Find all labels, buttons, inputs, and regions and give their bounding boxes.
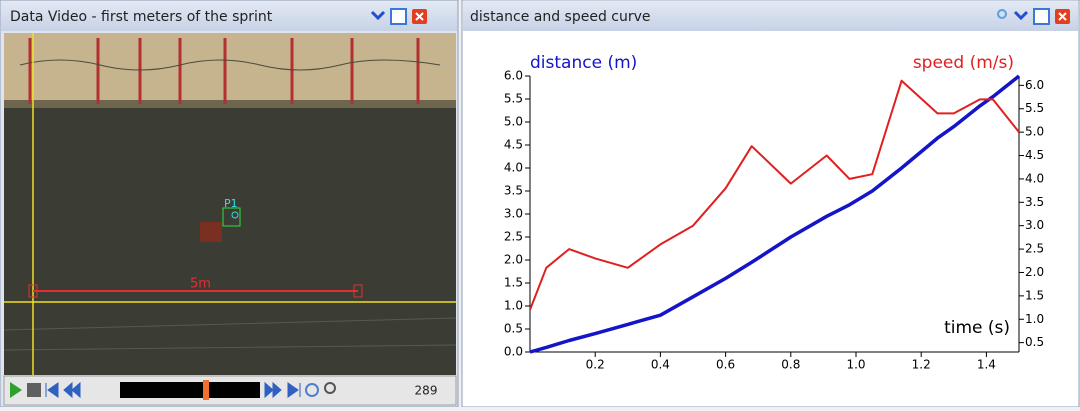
y-tick-label: 2.0	[504, 253, 523, 267]
y2-tick-label: 1.0	[1025, 312, 1044, 326]
x-tick-label: 0.4	[651, 358, 670, 372]
y-tick-label: 0.5	[504, 322, 523, 336]
floor-lines	[3, 317, 457, 351]
wall-edge	[4, 100, 456, 108]
y2-tick-label: 1.5	[1025, 288, 1044, 302]
x-tick-label: 0.2	[586, 358, 605, 372]
search-button[interactable]	[997, 9, 1007, 19]
maximize-button[interactable]	[1033, 8, 1050, 25]
forward-buttons[interactable]	[264, 381, 301, 399]
marker-point	[231, 211, 239, 219]
y-tick-label: 5.0	[504, 115, 523, 129]
y2-tick-label: 3.0	[1025, 218, 1044, 232]
y2-tick-label: 0.5	[1025, 335, 1044, 349]
y2-tick-label: 4.0	[1025, 171, 1044, 185]
y-tick-label: 4.0	[504, 161, 523, 175]
y2-tick-label: 5.0	[1025, 125, 1044, 139]
panel-title: distance and speed curve	[470, 9, 651, 25]
x-tick-label: 1.0	[846, 358, 865, 372]
y-tick-label: 6.0	[504, 69, 523, 83]
stop-button[interactable]	[27, 383, 41, 397]
y2-tick-label: 6.0	[1025, 78, 1044, 92]
x-tick-label: 1.2	[912, 358, 931, 372]
collapse-button[interactable]	[1013, 10, 1029, 21]
tracking-box	[222, 207, 241, 227]
loop-button[interactable]	[305, 383, 319, 397]
y-tick-label: 2.5	[504, 230, 523, 244]
seek-handle[interactable]	[203, 380, 209, 400]
close-icon	[1058, 12, 1067, 21]
rewind-buttons[interactable]	[45, 381, 81, 399]
runner	[200, 222, 222, 242]
y-tick-label: 1.0	[504, 299, 523, 313]
y-axis-label: distance (m)	[530, 53, 637, 73]
y-tick-label: 5.5	[504, 92, 523, 106]
x-tick-label: 1.4	[977, 358, 996, 372]
posts	[28, 38, 420, 104]
marker-label: P1	[224, 197, 238, 210]
end-marker	[28, 284, 38, 298]
y2-tick-label: 4.5	[1025, 148, 1044, 162]
panel-title: Data Video - first meters of the sprint	[10, 9, 273, 25]
y-tick-label: 0.0	[504, 345, 523, 359]
y-tick-label: 3.5	[504, 184, 523, 198]
distance-label: 5m	[190, 277, 211, 292]
y2-tick-label: 2.0	[1025, 265, 1044, 279]
y-tick-label: 3.0	[504, 207, 523, 221]
play-button[interactable]	[10, 382, 22, 398]
frame-counter: 289	[415, 384, 438, 398]
title-bar	[463, 1, 1078, 31]
y-tick-label: 4.5	[504, 138, 523, 152]
series-line	[529, 79, 1020, 311]
collapse-button[interactable]	[370, 10, 386, 21]
series-line	[529, 74, 1021, 354]
wall	[4, 33, 456, 105]
y-tick-label: 1.5	[504, 276, 523, 290]
y2-tick-label: 5.5	[1025, 101, 1044, 115]
chart-panel	[461, 0, 1080, 408]
x-tick-label: 0.8	[781, 358, 800, 372]
zoom-button[interactable]	[324, 382, 336, 394]
x-axis-label: time (s)	[944, 318, 1010, 338]
end-marker	[353, 284, 363, 298]
seek-bar[interactable]	[120, 382, 260, 398]
y2-tick-label: 2.5	[1025, 242, 1044, 256]
maximize-button[interactable]	[390, 8, 407, 25]
y2-axis-label: speed (m/s)	[913, 53, 1014, 73]
x-tick-label: 0.6	[716, 358, 735, 372]
video-frame: 5m P1	[3, 33, 457, 375]
rope	[19, 59, 441, 71]
y2-tick-label: 3.5	[1025, 195, 1044, 209]
close-icon	[415, 12, 424, 21]
